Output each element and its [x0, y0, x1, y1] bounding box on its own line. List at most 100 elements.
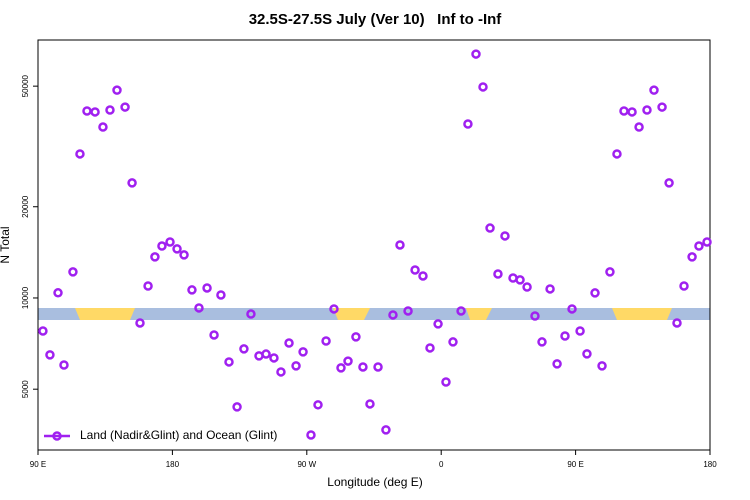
- data-point: [425, 343, 435, 353]
- x-tick-label: 90 E: [567, 460, 583, 469]
- data-point: [291, 361, 301, 371]
- data-point: [38, 326, 48, 336]
- data-point: [209, 330, 219, 340]
- x-tick-label: 180: [703, 460, 717, 469]
- data-point: [642, 105, 652, 115]
- data-point: [224, 357, 234, 367]
- data-point: [657, 102, 667, 112]
- data-point: [530, 311, 540, 321]
- data-point: [68, 267, 78, 277]
- y-tick-label: 50000: [21, 74, 30, 97]
- data-point: [45, 350, 55, 360]
- data-point: [493, 269, 503, 279]
- data-point: [627, 107, 637, 117]
- data-point: [381, 425, 391, 435]
- data-point: [194, 303, 204, 313]
- data-point: [545, 284, 555, 294]
- data-point: [471, 49, 481, 59]
- data-point: [410, 265, 420, 275]
- data-point: [232, 402, 242, 412]
- data-point: [582, 349, 592, 359]
- data-point: [120, 102, 130, 112]
- data-point: [261, 349, 271, 359]
- surface-band: [38, 308, 710, 320]
- ocean-band: [38, 308, 710, 320]
- data-point: [694, 241, 704, 251]
- data-point: [403, 306, 413, 316]
- land-band: [466, 308, 492, 320]
- data-point: [135, 318, 145, 328]
- data-point: [329, 304, 339, 314]
- data-point: [112, 85, 122, 95]
- data-point: [597, 361, 607, 371]
- y-tick-label: 5000: [21, 380, 30, 398]
- chart-title: 32.5S-27.5S July (Ver 10) Inf to -Inf: [249, 11, 503, 28]
- x-tick-label: 0: [439, 460, 444, 469]
- data-point: [336, 363, 346, 373]
- data-point: [575, 326, 585, 336]
- data-point: [552, 359, 562, 369]
- data-point: [485, 223, 495, 233]
- data-point: [351, 332, 361, 342]
- plot-frame: [37, 39, 711, 451]
- x-axis-title: Longitude (deg E): [327, 475, 422, 489]
- data-point: [619, 106, 629, 116]
- data-point: [687, 252, 697, 262]
- land-band: [75, 308, 135, 320]
- x-tick-label: 90 W: [297, 460, 316, 469]
- data-point: [522, 282, 532, 292]
- land-band: [333, 308, 370, 320]
- data-point: [82, 106, 92, 116]
- data-point: [456, 306, 466, 316]
- data-point: [441, 377, 451, 387]
- data-point: [276, 367, 286, 377]
- x-tick-label: 180: [166, 460, 180, 469]
- data-point: [418, 271, 428, 281]
- data-point: [202, 283, 212, 293]
- data-point: [605, 267, 615, 277]
- data-point: [463, 119, 473, 129]
- x-tick-label: 90 E: [30, 460, 46, 469]
- data-point: [664, 178, 674, 188]
- data-point: [373, 362, 383, 372]
- data-point: [567, 304, 577, 314]
- data-point: [537, 337, 547, 347]
- data-point: [388, 310, 398, 320]
- data-point: [165, 237, 175, 247]
- data-point: [187, 285, 197, 295]
- data-point: [90, 107, 100, 117]
- data-point: [298, 347, 308, 357]
- data-point: [53, 288, 63, 298]
- data-point: [75, 149, 85, 159]
- data-point: [560, 331, 570, 341]
- data-point: [239, 344, 249, 354]
- y-axis-title: N Total: [0, 226, 12, 263]
- data-point: [343, 356, 353, 366]
- data-point: [98, 122, 108, 132]
- data-point: [649, 85, 659, 95]
- data-point: [478, 82, 488, 92]
- data-point: [365, 399, 375, 409]
- data-point: [515, 275, 525, 285]
- data-point: [612, 149, 622, 159]
- data-point: [59, 360, 69, 370]
- data-point: [321, 336, 331, 346]
- land-band: [612, 308, 672, 320]
- data-point: [246, 309, 256, 319]
- data-point: [216, 290, 226, 300]
- data-point: [105, 105, 115, 115]
- data-point: [590, 288, 600, 298]
- data-point: [448, 337, 458, 347]
- data-point: [313, 400, 323, 410]
- data-point: [172, 244, 182, 254]
- data-point: [433, 319, 443, 329]
- data-point: [672, 318, 682, 328]
- legend-label: Land (Nadir&Glint) and Ocean (Glint): [80, 428, 277, 442]
- data-point: [679, 281, 689, 291]
- data-point: [395, 240, 405, 250]
- data-point: [306, 430, 316, 440]
- data-point: [702, 237, 712, 247]
- data-point: [143, 281, 153, 291]
- data-point: [269, 353, 279, 363]
